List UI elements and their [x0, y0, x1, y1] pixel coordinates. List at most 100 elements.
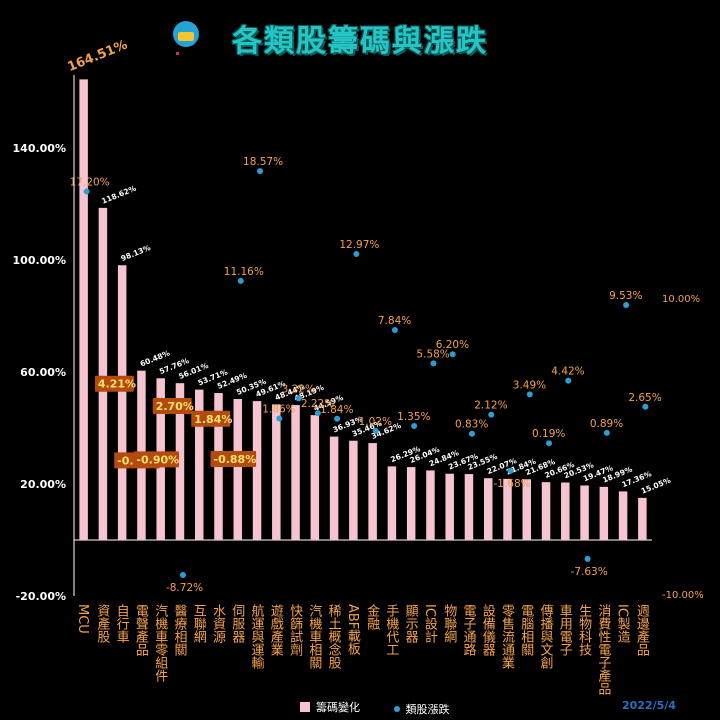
return-label: -8.72% — [166, 582, 203, 594]
return-label: 4.42% — [551, 366, 584, 378]
category-label: 航運與運輸 — [249, 603, 265, 669]
logo-icon — [173, 21, 199, 47]
bar — [638, 497, 647, 540]
return-label: 1.84% — [320, 404, 353, 416]
category-label: 遊戲產業 — [268, 604, 284, 656]
return-dot — [179, 572, 186, 579]
bar — [117, 265, 127, 540]
return-dot — [603, 429, 610, 436]
return-label: 6.20% — [436, 339, 469, 351]
return-dot — [565, 377, 572, 384]
category-label: 水資源 — [210, 604, 226, 643]
category-label: 電聲產品 — [133, 604, 149, 656]
return-dot — [295, 395, 302, 402]
return-dot — [584, 555, 591, 562]
bar — [233, 399, 243, 540]
category-label: MCU — [75, 604, 90, 634]
category-label: 設備儀器 — [480, 603, 496, 657]
category-label: 生物科技 — [576, 604, 592, 656]
return-label: 17.20% — [70, 176, 110, 188]
category-label: IC設計 — [422, 604, 438, 643]
y2-tick-label: -10.00% — [662, 590, 704, 601]
return-dot — [488, 411, 495, 418]
bar — [387, 466, 397, 540]
return-label: 2.70% — [156, 400, 194, 413]
y-tick-label: 140.00% — [13, 142, 66, 155]
return-dot — [449, 351, 456, 358]
legend-label-bars: 籌碼變化 — [316, 701, 360, 714]
bar — [522, 479, 532, 540]
bar — [368, 443, 377, 540]
category-label: 自行車 — [114, 604, 129, 643]
y-tick-label: 20.00% — [20, 478, 66, 491]
return-dot — [314, 410, 321, 417]
logo-mark — [176, 52, 179, 55]
bar — [445, 473, 454, 540]
category-label: 互聯網 — [191, 604, 207, 643]
return-label: 1.02% — [359, 416, 392, 428]
return-label: -1.68% — [494, 478, 531, 490]
return-label: 9.53% — [609, 290, 642, 302]
return-label: 2.12% — [474, 400, 507, 412]
bar-label: 164.51% — [66, 37, 130, 75]
return-label: 2.65% — [628, 392, 661, 404]
return-label: 0.83% — [455, 419, 488, 431]
bar — [406, 467, 416, 540]
bar — [503, 478, 512, 540]
bar — [561, 482, 570, 540]
return-label: 3.22% — [282, 383, 315, 395]
return-label: 11.16% — [224, 266, 264, 278]
category-label: 傳播與文創 — [538, 604, 554, 669]
return-label-badge — [191, 410, 231, 427]
category-label: 汽機車相關 — [306, 604, 322, 669]
category-label: 資產股 — [94, 604, 110, 644]
return-label: -7.63% — [571, 566, 608, 578]
return-dot — [507, 467, 514, 474]
return-dot — [391, 326, 398, 333]
bar — [310, 415, 320, 540]
category-label: 伺服器 — [229, 604, 245, 644]
category-label: 汽機車零組件 — [152, 604, 168, 682]
bar — [580, 485, 589, 540]
bar — [272, 404, 281, 540]
return-label-badge — [94, 375, 134, 392]
return-dot — [468, 430, 475, 437]
category-label: 週邊產品 — [634, 604, 650, 656]
bar — [194, 389, 204, 540]
bar — [599, 486, 609, 540]
return-dot — [372, 427, 379, 434]
bar — [291, 405, 300, 540]
chart-date: 2022/5/4 — [622, 699, 676, 712]
category-label: 電子通路 — [460, 604, 476, 656]
category-label: 車用電子 — [557, 604, 573, 656]
chart-title: 各類股籌碼與漲跌 — [232, 24, 488, 59]
return-label: 12.97% — [339, 239, 379, 251]
return-dot — [411, 423, 418, 430]
return-label: 1.84% — [194, 413, 232, 426]
return-label-badge — [152, 398, 192, 415]
bar — [483, 478, 493, 540]
return-label: -0.90% — [136, 453, 179, 466]
return-label: 0.19% — [532, 428, 565, 440]
return-label: 3.49% — [513, 379, 546, 391]
return-dot — [237, 277, 244, 284]
legend: 籌碼變化 類股漲跌 — [300, 699, 480, 717]
return-label: 0.89% — [590, 418, 623, 430]
bar — [329, 436, 339, 540]
return-dot — [83, 188, 90, 195]
return-dot — [546, 440, 553, 447]
return-label: 18.57% — [243, 156, 283, 168]
legend-item-dots: 類股漲跌 — [393, 701, 450, 717]
bar — [79, 79, 88, 540]
category-label: 稀土概念股 — [326, 604, 342, 670]
return-label: 5.58% — [416, 348, 449, 360]
legend-bar-swatch — [300, 702, 310, 712]
category-label: 顯示器 — [403, 604, 419, 644]
category-label: 物聯網 — [441, 604, 457, 643]
bar — [618, 491, 628, 540]
y2-tick-label: 10.00% — [662, 294, 700, 305]
y-tick-label: -20.00% — [16, 590, 66, 603]
return-dot — [642, 403, 649, 410]
return-dot — [276, 415, 283, 422]
return-dot — [526, 391, 533, 398]
